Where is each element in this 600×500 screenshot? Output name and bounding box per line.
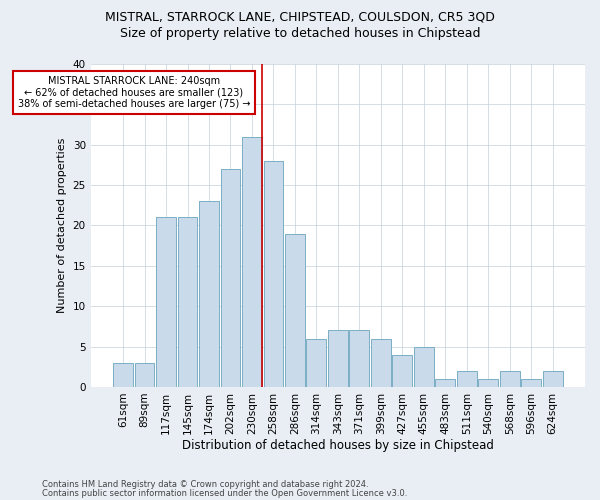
Bar <box>242 136 262 387</box>
Y-axis label: Number of detached properties: Number of detached properties <box>57 138 67 313</box>
Bar <box>263 161 283 387</box>
Bar <box>392 354 412 387</box>
Bar <box>436 379 455 387</box>
Bar <box>371 338 391 387</box>
Bar <box>328 330 348 387</box>
Bar <box>221 169 241 387</box>
X-axis label: Distribution of detached houses by size in Chipstead: Distribution of detached houses by size … <box>182 440 494 452</box>
Bar <box>478 379 498 387</box>
Bar <box>543 371 563 387</box>
Text: MISTRAL, STARROCK LANE, CHIPSTEAD, COULSDON, CR5 3QD: MISTRAL, STARROCK LANE, CHIPSTEAD, COULS… <box>105 10 495 23</box>
Bar <box>349 330 369 387</box>
Bar <box>199 202 219 387</box>
Bar <box>113 362 133 387</box>
Bar <box>307 338 326 387</box>
Bar <box>500 371 520 387</box>
Bar <box>178 218 197 387</box>
Bar <box>414 346 434 387</box>
Text: MISTRAL STARROCK LANE: 240sqm
← 62% of detached houses are smaller (123)
38% of : MISTRAL STARROCK LANE: 240sqm ← 62% of d… <box>17 76 250 110</box>
Text: Contains public sector information licensed under the Open Government Licence v3: Contains public sector information licen… <box>42 490 407 498</box>
Bar <box>521 379 541 387</box>
Bar <box>285 234 305 387</box>
Text: Contains HM Land Registry data © Crown copyright and database right 2024.: Contains HM Land Registry data © Crown c… <box>42 480 368 489</box>
Text: Size of property relative to detached houses in Chipstead: Size of property relative to detached ho… <box>120 28 480 40</box>
Bar <box>156 218 176 387</box>
Bar <box>457 371 476 387</box>
Bar <box>134 362 154 387</box>
